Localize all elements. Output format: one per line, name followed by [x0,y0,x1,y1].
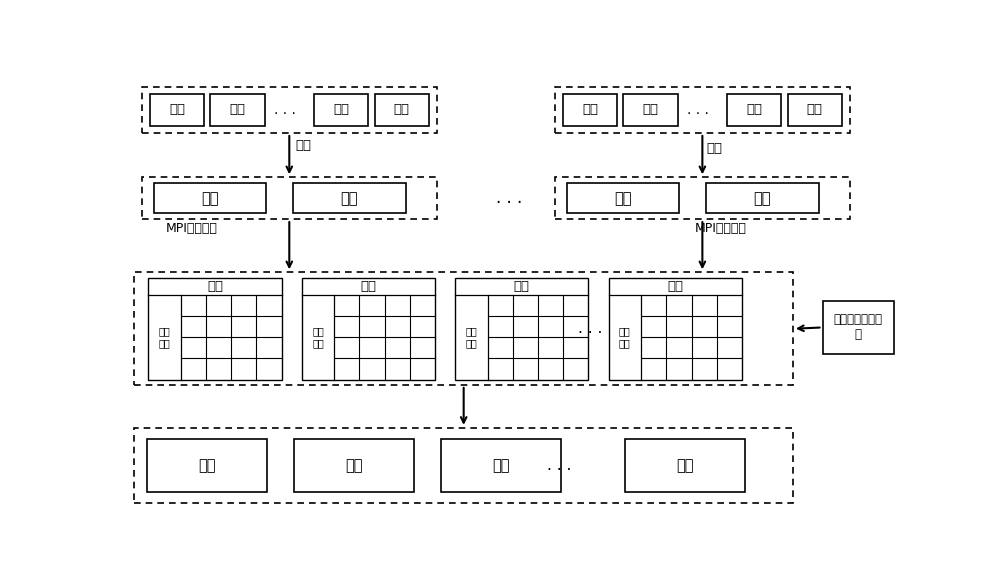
Bar [441,439,561,492]
Bar [822,301,894,354]
Text: 构象
搜索: 构象 搜索 [466,327,477,348]
Bar [134,272,793,385]
Text: 分子: 分子 [642,103,658,117]
Text: MPI并行优化: MPI并行优化 [695,222,746,235]
Text: 分子: 分子 [746,103,762,117]
Text: 分子: 分子 [201,191,219,205]
Text: 合并: 合并 [706,142,722,155]
Text: 对接: 对接 [207,280,223,293]
Bar [302,278,435,379]
Text: . . .: . . . [274,103,296,117]
Text: . . .: . . . [496,189,522,207]
Text: 结果: 结果 [345,458,363,473]
Bar [148,278,282,379]
Text: . . .: . . . [578,321,602,336]
Bar [294,439,414,492]
Bar [788,94,842,126]
Text: 结果: 结果 [493,458,510,473]
Bar [555,87,850,133]
Bar [314,94,368,126]
Text: 对接: 对接 [514,280,530,293]
Text: . . .: . . . [547,458,571,473]
Text: 分子: 分子 [169,103,185,117]
Text: 结果: 结果 [676,458,694,473]
Bar [134,428,793,503]
Bar [563,94,617,126]
Bar [154,183,266,213]
Bar [150,94,204,126]
Bar [375,94,429,126]
Bar [210,94,264,126]
Text: . . .: . . . [687,103,709,117]
Bar [625,439,745,492]
Text: 分子: 分子 [333,103,349,117]
Bar [727,94,781,126]
Text: 对接: 对接 [360,280,376,293]
Bar [555,177,850,219]
Text: MPI并行优化: MPI并行优化 [165,222,217,235]
Text: 对接: 对接 [667,280,683,293]
Text: 结果: 结果 [198,458,216,473]
Text: 靶点: 靶点 [754,191,771,205]
Text: 合并: 合并 [296,139,312,152]
Text: 分子: 分子 [614,191,632,205]
Bar [623,94,678,126]
Text: 靶点: 靶点 [807,103,823,117]
Bar [142,87,437,133]
Text: 靶点: 靶点 [341,191,358,205]
Bar [142,177,437,219]
Bar [567,183,679,213]
Bar [706,183,819,213]
Text: 分子: 分子 [229,103,245,117]
Text: 构象
搜索: 构象 搜索 [159,327,170,348]
Text: 构象
搜索: 构象 搜索 [619,327,631,348]
Bar [609,278,742,379]
Text: 靶点: 靶点 [394,103,410,117]
Bar [455,278,588,379]
Text: 优化后的评分函
数: 优化后的评分函 数 [834,313,883,342]
Bar [147,439,267,492]
Text: 构象
搜索: 构象 搜索 [312,327,324,348]
Bar [293,183,406,213]
Text: 分子: 分子 [582,103,598,117]
